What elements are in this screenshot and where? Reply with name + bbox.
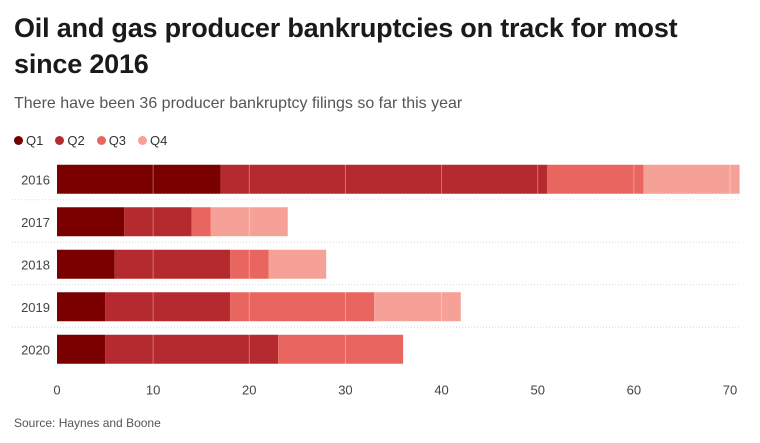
source-note: Source: Haynes and Boone (14, 416, 161, 430)
legend-label-q2: Q2 (67, 133, 85, 148)
y-tick-label: 2018 (21, 257, 50, 272)
x-tick-label: 40 (434, 383, 448, 398)
bar-2017-q4 (210, 207, 288, 237)
legend-item-q3: Q3 (96, 133, 127, 148)
bar-2016-q4 (643, 164, 740, 194)
x-tick-label: 70 (723, 383, 737, 398)
bar-2018-q2 (114, 249, 231, 279)
x-tick-label: 50 (530, 383, 544, 398)
x-tick-label: 10 (146, 383, 160, 398)
y-tick-label: 2020 (21, 342, 50, 357)
bar-2017-q3 (191, 207, 211, 237)
legend-item-q1: Q1 (14, 133, 43, 148)
legend-label-q4: Q4 (150, 133, 168, 148)
chart-title: Oil and gas producer bankruptcies on tra… (14, 13, 678, 79)
chart-subtitle: There have been 36 producer bankruptcy f… (14, 95, 463, 112)
bar-2019-q4 (374, 292, 461, 322)
bar-2020-q1 (57, 334, 106, 364)
bar-2016-q2 (220, 164, 548, 194)
y-tick-label: 2017 (21, 215, 50, 230)
bar-2019-q3 (230, 292, 375, 322)
bar-2018-q4 (268, 249, 327, 279)
bar-2019-q2 (105, 292, 231, 322)
legend-swatch-q1 (14, 136, 23, 145)
x-tick-label: 20 (242, 383, 256, 398)
bar-2017-q1 (57, 207, 125, 237)
y-tick-label: 2016 (21, 172, 50, 187)
bar-2017-q2 (124, 207, 192, 237)
bar-2020-q2 (105, 334, 279, 364)
stacked-bar-chart: 2016 2017 2018 2019 2020 0 10 20 30 40 50 60 70 (12, 156, 740, 398)
bar-2020-q3 (278, 334, 404, 364)
legend-swatch-q3 (96, 136, 106, 145)
bar-2016-q3 (547, 164, 644, 194)
bar-2019-q1 (57, 292, 106, 322)
x-tick-label: 60 (627, 383, 641, 398)
legend: Q1 Q2 Q3 Q4 (14, 133, 167, 148)
legend-item-q2: Q2 (55, 133, 85, 148)
legend-swatch-q4 (138, 136, 148, 145)
bar-2018-q3 (230, 249, 269, 279)
x-tick-label: 30 (338, 383, 352, 398)
legend-swatch-q2 (55, 136, 65, 145)
bar-2016-q1 (57, 164, 221, 194)
legend-item-q4: Q4 (138, 133, 167, 148)
legend-label-q1: Q1 (26, 133, 44, 148)
y-tick-label: 2019 (21, 300, 50, 315)
legend-label-q3: Q3 (108, 133, 127, 148)
x-tick-label: 0 (53, 383, 60, 398)
bar-2018-q1 (57, 249, 115, 279)
